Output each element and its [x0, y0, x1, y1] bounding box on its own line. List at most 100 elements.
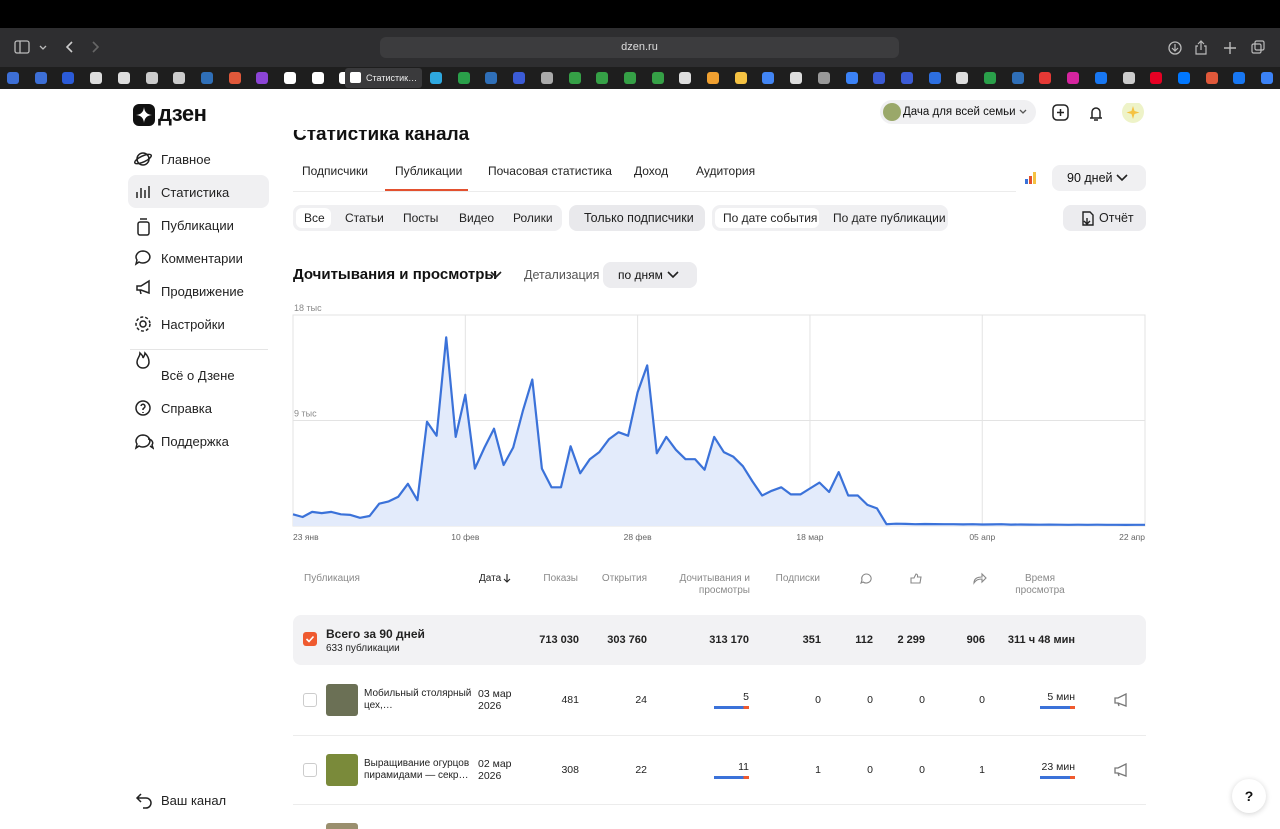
subscribers-chip[interactable]	[569, 205, 705, 231]
bookmark-icon[interactable]	[596, 72, 609, 84]
col-icons	[860, 572, 987, 585]
bookmark-icon[interactable]	[1177, 72, 1190, 84]
bookmark-icon[interactable]	[873, 72, 886, 84]
thumbnail[interactable]	[326, 754, 358, 786]
bookmark-icon[interactable]	[7, 72, 19, 84]
cell-value: 308	[561, 764, 579, 776]
tab[interactable]: Аудитория	[696, 164, 756, 178]
bookmark-icon[interactable]	[707, 72, 719, 84]
nav-item[interactable]: Справка	[161, 401, 212, 416]
cell-value: 22	[635, 764, 647, 776]
nav-item[interactable]: Продвижение	[161, 284, 244, 299]
nav-item[interactable]: Статистика	[161, 185, 230, 200]
checkbox[interactable]	[303, 632, 317, 646]
bookmark-icon[interactable]	[1261, 72, 1273, 84]
bookmark-icon[interactable]	[623, 72, 636, 84]
cell-value: 5 мин	[1047, 691, 1075, 703]
bookmark-icon[interactable]	[817, 72, 830, 84]
active-tab[interactable]	[345, 68, 422, 88]
toolbar-actions[interactable]	[1168, 40, 1268, 56]
bookmark-icon[interactable]	[900, 72, 913, 84]
bookmark-icon[interactable]	[1039, 72, 1052, 84]
chip[interactable]: Все	[304, 211, 325, 225]
progress-bar	[1040, 706, 1075, 709]
bookmark-icon[interactable]	[790, 72, 803, 84]
bookmark-icon[interactable]	[284, 72, 296, 84]
cell-value: 0	[815, 694, 821, 706]
nav-item[interactable]: Поддержка	[161, 434, 229, 449]
bookmark-icon[interactable]	[117, 72, 130, 84]
nav-item[interactable]: Комментарии	[161, 251, 243, 266]
nav-item[interactable]: Ваш канал	[161, 793, 227, 808]
bookmark-icon[interactable]	[485, 72, 498, 84]
bookmark-icon[interactable]	[679, 72, 692, 84]
browser-toolbar: dzen.ru	[0, 28, 1280, 67]
tab[interactable]: Подписчики	[302, 164, 369, 178]
period-button[interactable]	[1052, 165, 1146, 191]
publication-title[interactable]: Выращивание огурцов пирамидами — секр…	[364, 758, 470, 781]
bookmark-icon[interactable]	[1011, 72, 1024, 84]
checkbox[interactable]	[303, 693, 317, 707]
bookmark-icon[interactable]	[34, 72, 47, 84]
header-actions[interactable]	[1051, 103, 1151, 123]
chip[interactable]: Посты	[403, 211, 439, 225]
cell-value: 0	[979, 694, 985, 706]
chip[interactable]: Статьи	[345, 211, 384, 225]
bookmark-icon[interactable]	[513, 72, 526, 84]
promote-icon[interactable]	[1113, 763, 1129, 777]
bookmark-icon[interactable]	[62, 72, 75, 84]
bookmark-icon[interactable]	[984, 72, 996, 84]
address-bar[interactable]	[380, 37, 899, 58]
bookmark-icon[interactable]	[568, 72, 581, 84]
bookmark-icon[interactable]	[173, 72, 186, 84]
col-header: Открытия	[601, 573, 647, 584]
bookmark-icon[interactable]	[145, 72, 158, 84]
bookmark-icon[interactable]	[1122, 72, 1135, 84]
tab[interactable]: Публикации	[395, 164, 463, 178]
bookmark-icon[interactable]	[1067, 72, 1080, 84]
col-header[interactable]: Дата	[479, 573, 502, 584]
bookmark-icon[interactable]	[256, 72, 269, 84]
chip[interactable]: По дате публикации	[833, 211, 946, 225]
tab[interactable]: Почасовая статистика	[488, 164, 612, 178]
bookmark-icon[interactable]	[540, 72, 553, 84]
bookmark-icon[interactable]	[762, 72, 775, 84]
metric-name[interactable]: Дочитывания и просмотры	[293, 266, 498, 283]
bookmark-icon[interactable]	[734, 72, 747, 84]
promote-icon[interactable]	[1113, 693, 1129, 707]
publication-title[interactable]: Мобильный столярный цех,…	[364, 688, 472, 711]
bookmark-icon[interactable]	[928, 72, 941, 84]
bookmark-icon[interactable]	[1094, 72, 1107, 84]
thumbnail[interactable]	[326, 684, 358, 716]
report-button[interactable]	[1063, 205, 1146, 231]
toolbar-controls[interactable]	[14, 40, 104, 56]
bookmark-icon[interactable]	[956, 72, 969, 84]
nav-item[interactable]: Настройки	[161, 317, 225, 332]
nav-item[interactable]: Всё о Дзене	[161, 368, 235, 383]
detail-button[interactable]	[603, 262, 697, 288]
nav-item[interactable]: Публикации	[161, 218, 234, 233]
bookmark-icon[interactable]	[1233, 72, 1246, 84]
bookmark-icon[interactable]	[90, 72, 103, 84]
channel-switcher[interactable]	[880, 100, 1036, 124]
help-button[interactable]: ?	[1232, 779, 1266, 813]
bookmark-icon[interactable]	[228, 72, 241, 84]
bookmark-icon[interactable]	[200, 72, 213, 84]
chip[interactable]: Ролики	[513, 211, 553, 225]
bookmark-icon[interactable]	[311, 72, 324, 84]
bookmark-icon[interactable]	[1205, 72, 1218, 84]
cell-value: 24	[635, 694, 647, 706]
nav-item[interactable]: Главное	[161, 152, 211, 167]
tab[interactable]: Доход	[634, 164, 669, 178]
logo-text[interactable]: дзен	[158, 101, 207, 126]
chip[interactable]: По дате события	[723, 211, 818, 225]
chip[interactable]: Видео	[459, 211, 495, 225]
bookmark-icon[interactable]	[1150, 72, 1163, 84]
total-title: Всего за 90 дней	[326, 627, 425, 641]
bookmark-icon[interactable]	[457, 72, 470, 84]
bookmark-icon[interactable]	[430, 72, 442, 84]
bookmark-icon[interactable]	[651, 72, 664, 84]
bookmark-icon[interactable]	[845, 72, 858, 84]
checkbox[interactable]	[303, 763, 317, 777]
